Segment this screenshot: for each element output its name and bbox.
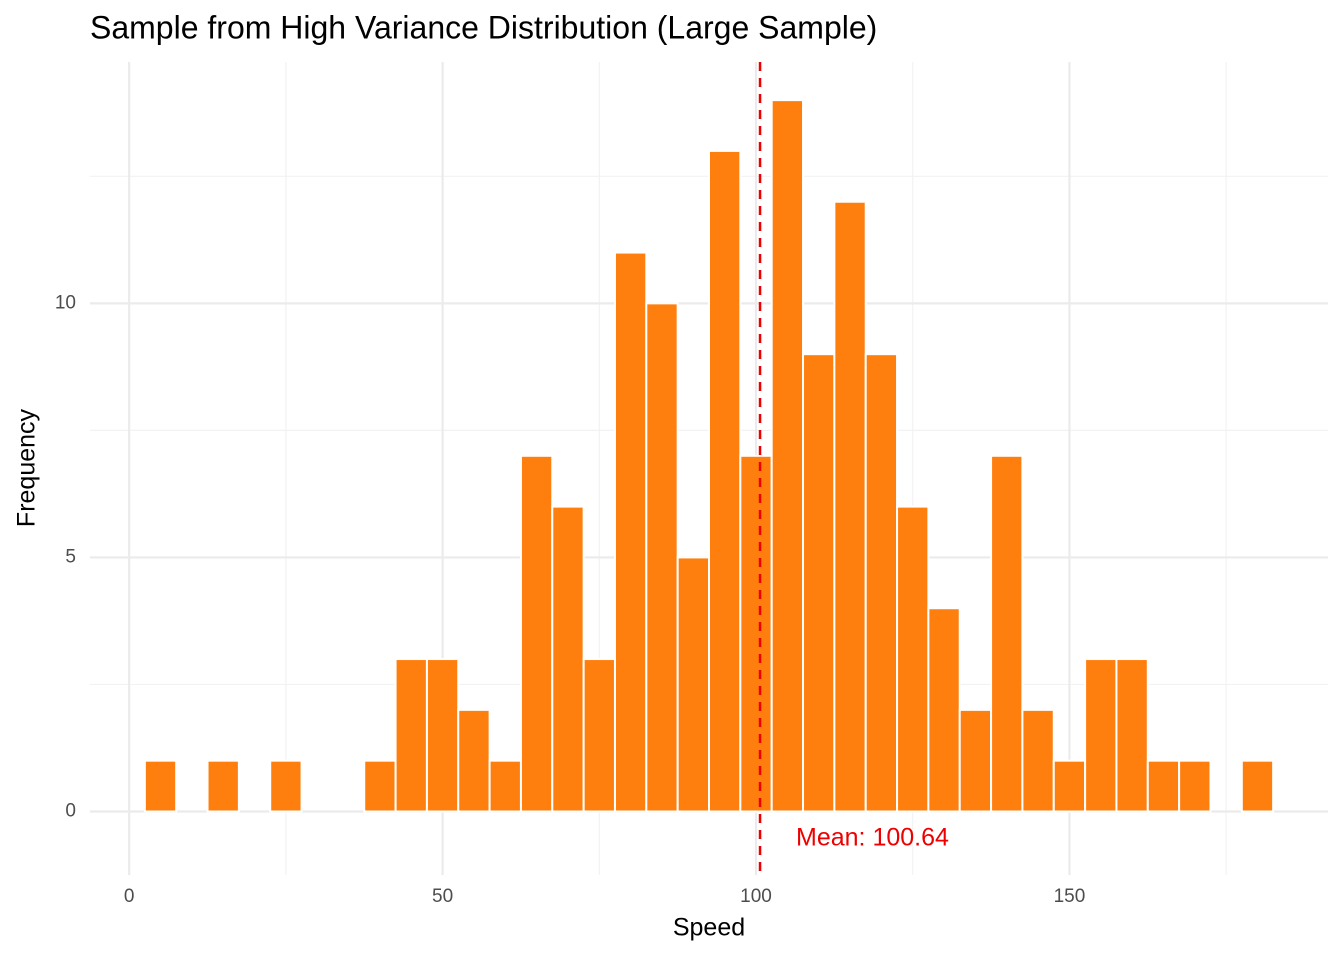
bar: [990, 454, 1024, 813]
bar: [645, 302, 679, 813]
bar: [676, 556, 710, 813]
bar: [927, 607, 961, 813]
bar: [425, 658, 460, 813]
chart-title: Sample from High Variance Distribution (…: [90, 9, 877, 45]
bar: [833, 200, 867, 813]
bar: [1021, 708, 1055, 813]
bar: [739, 454, 773, 813]
bar: [269, 759, 303, 813]
bar: [488, 759, 522, 813]
bar: [770, 99, 805, 813]
x-tick-label: 150: [1054, 886, 1086, 907]
bar: [708, 149, 742, 813]
mean-label: Mean: 100.64: [796, 824, 949, 852]
bar: [1178, 759, 1212, 813]
bar: [551, 505, 585, 813]
bar: [1240, 759, 1275, 813]
bar: [519, 454, 554, 813]
x-tick-label: 100: [740, 886, 772, 907]
y-axis-label: Frequency: [13, 408, 41, 527]
bar: [143, 759, 178, 813]
bar: [363, 759, 397, 813]
bar: [1146, 759, 1181, 813]
y-tick-label: 10: [55, 292, 76, 313]
bar: [613, 251, 648, 813]
x-tick-label: 50: [432, 886, 453, 907]
y-tick-label: 0: [65, 801, 76, 822]
bar: [1115, 658, 1149, 813]
bar: [394, 658, 428, 813]
bar: [582, 658, 616, 813]
bar: [864, 353, 899, 813]
bar: [896, 505, 930, 813]
x-tick-label: 0: [124, 886, 135, 907]
bar: [802, 353, 836, 813]
bar: [206, 759, 240, 813]
bar: [1052, 759, 1087, 813]
x-axis-label: Speed: [673, 914, 745, 942]
bar: [958, 708, 993, 813]
bar: [457, 708, 491, 813]
bar: [1084, 658, 1118, 813]
y-tick-label: 5: [65, 546, 76, 567]
